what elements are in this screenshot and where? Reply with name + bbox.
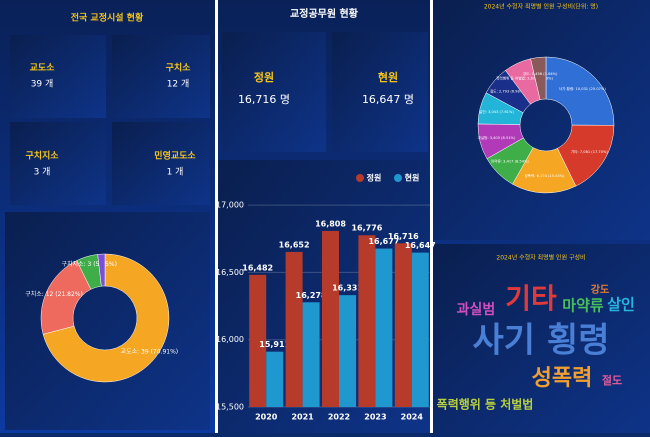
x-tick-label: 2020 <box>255 413 278 422</box>
card-value: 16,647 명 <box>362 93 414 106</box>
card-label: 정원 <box>254 70 274 84</box>
card-value: 16,716 명 <box>238 93 290 106</box>
word: 폭력행위 등 처벌법 <box>437 397 534 412</box>
bar <box>358 235 376 407</box>
bar <box>375 248 393 407</box>
bar <box>339 295 356 407</box>
pie-slice <box>557 124 615 187</box>
bar <box>302 302 320 407</box>
chart-title: 2024년 수형자 죄명별 인원 구성비(단위: 명) <box>484 3 598 11</box>
pie-slice <box>530 56 547 100</box>
data-label: 살인: 3,043 (7.61%) <box>479 109 514 114</box>
data-label: 16,677 <box>368 237 399 246</box>
card <box>112 35 210 118</box>
x-tick-label: 2022 <box>328 413 350 422</box>
card <box>112 122 210 205</box>
data-label: 강도: 1,456 (3.64%) <box>523 71 558 76</box>
data-label: 16,482 <box>242 263 273 272</box>
card-label: 교도소 <box>30 63 56 74</box>
card-value: 12 개 <box>167 79 190 90</box>
data-label: 폭력행위 등 처벌법: 2,611 (6.53%) <box>496 76 553 81</box>
bar <box>249 274 267 407</box>
data-label: 16,652 <box>279 240 310 249</box>
data-label: 기타: 7,081 (17.70%) <box>571 149 609 154</box>
data-label: 교도소: 39 (70.91%) <box>121 349 179 356</box>
word: 성폭력 <box>532 366 593 391</box>
card-label: 구치지소 <box>25 150 59 162</box>
data-label: 16,716 <box>388 232 419 241</box>
pie-slice <box>97 253 106 287</box>
panel-title: 2024년 수형자 죄명별 인원 구성비 <box>496 254 585 262</box>
y-tick-label: 17,000 <box>216 201 244 210</box>
card <box>433 0 650 240</box>
legend-marker <box>356 174 364 182</box>
data-label: 사기·횡령: 10,031 (25.07%) <box>559 86 607 91</box>
card-value: 39 개 <box>31 79 54 90</box>
card <box>222 32 326 152</box>
data-label: 구치지소: 3 (5.45%) <box>61 260 116 268</box>
word: 마약류 <box>562 297 604 315</box>
card <box>332 32 428 152</box>
bar <box>394 243 412 407</box>
data-label: 16,278 <box>296 291 327 300</box>
word: 사기 횡령 <box>473 321 610 361</box>
panel-title: 교정공무원 현황 <box>290 7 359 20</box>
data-label: 15,911 <box>259 340 290 349</box>
legend-marker <box>394 174 402 182</box>
data-label: 구치소: 12 (21.82%) <box>25 290 83 298</box>
data-label: 16,331 <box>332 284 363 293</box>
bar <box>322 230 339 407</box>
card-value: 1 개 <box>167 167 184 178</box>
word: 절도 <box>602 374 622 387</box>
word: 기타 <box>505 282 557 315</box>
card-label: 현원 <box>378 70 398 84</box>
word: 과실범 <box>457 302 496 318</box>
bar <box>266 351 284 407</box>
card <box>433 244 650 433</box>
bar <box>285 251 303 407</box>
card-label: 구치소 <box>166 62 192 74</box>
data-label: 과실범: 3,405 (8.51%) <box>477 135 516 140</box>
x-tick-label: 2023 <box>364 413 386 422</box>
y-tick-label: 16,000 <box>216 335 244 344</box>
card <box>5 212 210 430</box>
x-tick-label: 2021 <box>291 413 314 422</box>
word: 살인 <box>607 296 635 314</box>
pie-slice <box>42 253 170 383</box>
divider <box>430 0 433 433</box>
data-label: 마약류: 3,417 (8.54%) <box>491 158 530 163</box>
legend-label: 정원 <box>367 173 382 183</box>
data-label: 16,647 <box>405 241 436 250</box>
bar <box>411 252 429 407</box>
card <box>10 35 106 118</box>
data-label: 16,776 <box>351 224 382 233</box>
y-tick-label: 15,500 <box>216 403 244 412</box>
card-value: 3 개 <box>34 167 51 178</box>
card <box>10 122 106 205</box>
word: 강도 <box>591 283 609 296</box>
x-tick-label: 2024 <box>401 413 424 422</box>
card-label: 민영교도소 <box>154 150 196 162</box>
data-label: 성폭력: 6,174 (15.43%) <box>524 173 565 178</box>
panel-title: 전국 교정시설 현황 <box>71 12 144 24</box>
divider <box>215 0 218 433</box>
legend-label: 현원 <box>405 173 420 183</box>
pie-slice <box>545 56 615 126</box>
data-label: 16,808 <box>315 219 346 228</box>
data-label: 절도: 2,793 (6.98%) <box>490 89 525 94</box>
y-tick-label: 16,500 <box>216 268 244 277</box>
